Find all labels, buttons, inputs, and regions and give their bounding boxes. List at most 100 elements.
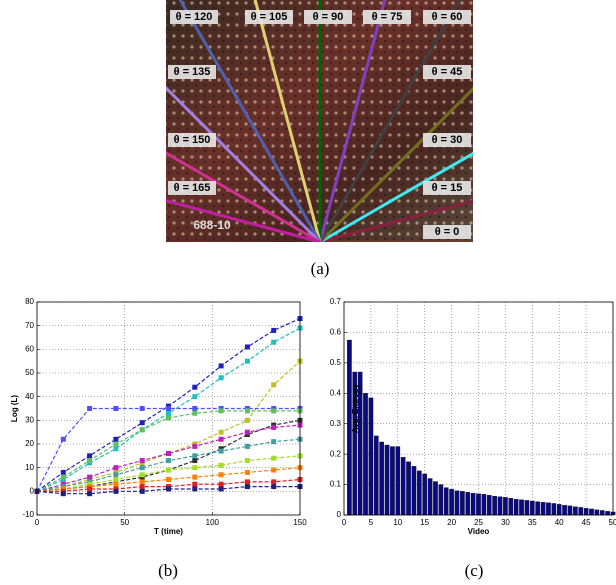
bar [417, 470, 422, 516]
bar [438, 484, 444, 516]
point [244, 429, 250, 435]
bar [454, 490, 460, 516]
point [60, 474, 66, 480]
y-tick-label: 0 [30, 486, 35, 495]
y-tick-label: 0.5 [330, 358, 342, 367]
bar [578, 507, 584, 516]
angle-label: θ = 0 [435, 226, 460, 238]
x-tick-label: 40 [555, 518, 564, 527]
x-tick-label: 20 [447, 518, 456, 527]
point [87, 406, 93, 411]
bar [449, 488, 454, 516]
y-tick-label: 40 [25, 392, 34, 401]
angle-line [253, 0, 322, 242]
angle-label: θ = 30 [432, 134, 463, 146]
point [87, 474, 93, 480]
bar [589, 508, 594, 516]
y-tick-label: 30 [25, 415, 34, 424]
angle-line [166, 85, 322, 242]
point [139, 488, 145, 494]
point [271, 455, 277, 461]
bar [583, 508, 589, 516]
point [218, 436, 224, 442]
bar [551, 503, 557, 516]
point [192, 410, 198, 416]
point [166, 450, 171, 456]
angle-label-box [423, 133, 471, 147]
bar [599, 510, 605, 516]
bar [513, 499, 519, 516]
point [218, 481, 224, 487]
bar [605, 511, 610, 516]
angle-label: θ = 90 [313, 11, 344, 23]
point [139, 458, 145, 464]
point [192, 486, 198, 492]
point [139, 479, 145, 485]
x-tick-label: 100 [206, 518, 220, 527]
y-tick-label: 0 [337, 510, 342, 519]
caption: (c) [465, 561, 484, 580]
point [244, 417, 250, 423]
angle-label: θ = 15 [432, 182, 463, 194]
bar [460, 491, 465, 516]
series-line [37, 478, 301, 492]
point [271, 479, 277, 485]
angle-line [319, 199, 473, 242]
point [244, 479, 250, 485]
point [87, 458, 93, 464]
bar [573, 506, 578, 516]
x-tick-label: 10 [393, 518, 402, 527]
point [113, 406, 119, 411]
bar [497, 496, 503, 516]
angle-line [166, 151, 321, 242]
point [244, 469, 250, 475]
point [271, 339, 277, 345]
point [60, 436, 66, 442]
angle-label-box [170, 10, 218, 24]
point [139, 406, 145, 411]
angle-label-box [168, 133, 216, 147]
bar [503, 497, 508, 516]
y-tick-label: 0.6 [330, 328, 342, 337]
bar [519, 499, 524, 516]
point [271, 408, 277, 414]
point [192, 465, 198, 471]
bar [508, 498, 514, 516]
bar [373, 435, 379, 516]
bar [535, 501, 540, 516]
x-tick-label: 35 [528, 518, 537, 527]
caption: (a) [311, 259, 330, 278]
point [244, 408, 250, 414]
axes-frame [343, 301, 614, 516]
axes-frame [36, 301, 301, 516]
point [218, 363, 224, 369]
bar [427, 478, 433, 516]
point [192, 481, 198, 487]
point [166, 486, 171, 492]
angle-label: θ = 150 [174, 134, 211, 146]
point [192, 406, 198, 411]
angle-line [318, 86, 473, 242]
angle-line [178, 0, 322, 242]
point [87, 491, 93, 497]
angle-label-box [363, 10, 411, 24]
bar [395, 446, 401, 516]
point [271, 484, 277, 490]
bar [363, 393, 368, 516]
y-axis-label: Avg. Entropy [351, 383, 360, 433]
point [113, 472, 119, 478]
y-tick-label: 0.3 [330, 419, 342, 428]
bar [524, 500, 530, 516]
point [139, 420, 145, 426]
y-tick-label: 20 [25, 439, 34, 448]
angle-label: θ = 165 [174, 182, 211, 194]
bar [594, 509, 600, 516]
bar [411, 466, 417, 516]
angle-line [318, 0, 387, 242]
y-tick-label: 60 [25, 344, 34, 353]
point [113, 436, 119, 442]
point [166, 467, 171, 473]
y-tick-label: 0.7 [330, 297, 342, 306]
image-panel: 688-10 θ = 0 θ = 15 θ = 30 θ = 45 θ = 60 θ = 7… [166, 0, 473, 242]
